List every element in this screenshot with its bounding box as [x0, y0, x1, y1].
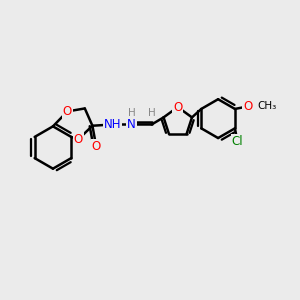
Text: O: O	[74, 133, 83, 146]
Text: O: O	[92, 140, 101, 153]
Text: H: H	[148, 108, 155, 118]
Text: O: O	[173, 100, 182, 114]
Text: NH: NH	[103, 118, 121, 131]
Text: CH₃: CH₃	[257, 101, 277, 111]
Text: Cl: Cl	[232, 135, 243, 148]
Text: N: N	[128, 118, 136, 131]
Text: O: O	[243, 100, 253, 113]
Text: H: H	[128, 108, 136, 118]
Text: O: O	[63, 105, 72, 118]
